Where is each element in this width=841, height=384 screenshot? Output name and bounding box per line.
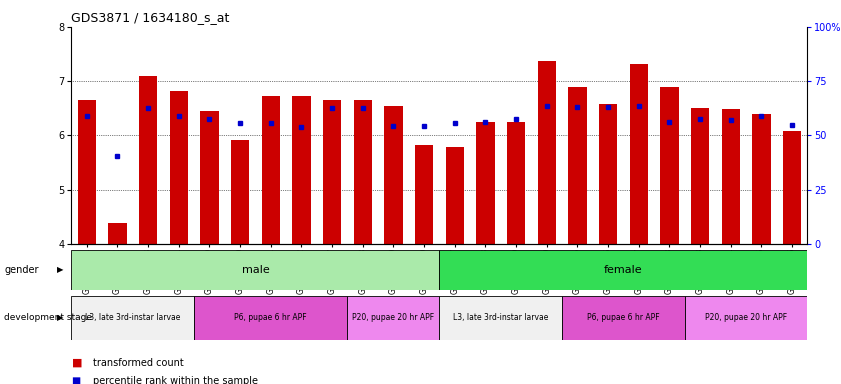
Bar	[71, 296, 194, 340]
Bar	[415, 145, 433, 244]
Bar	[323, 100, 341, 244]
Bar	[108, 223, 127, 244]
Bar	[292, 96, 310, 244]
Bar	[170, 91, 188, 244]
Text: P6, pupae 6 hr APF: P6, pupae 6 hr APF	[587, 313, 659, 322]
Text: GDS3871 / 1634180_s_at: GDS3871 / 1634180_s_at	[71, 11, 230, 24]
Bar	[194, 296, 347, 340]
Text: ▶: ▶	[57, 313, 64, 322]
Text: ▶: ▶	[57, 265, 64, 274]
Text: L3, late 3rd-instar larvae: L3, late 3rd-instar larvae	[85, 313, 181, 322]
Bar	[537, 61, 556, 244]
Bar	[384, 106, 403, 244]
Text: development stage: development stage	[4, 313, 93, 322]
Bar	[262, 96, 280, 244]
Bar	[690, 108, 709, 244]
Bar	[439, 250, 807, 290]
Bar	[507, 122, 526, 244]
Bar	[685, 296, 807, 340]
Text: ■: ■	[71, 376, 81, 384]
Text: L3, late 3rd-instar larvae: L3, late 3rd-instar larvae	[453, 313, 548, 322]
Bar	[722, 109, 740, 244]
Bar	[200, 111, 219, 244]
Text: P6, pupae 6 hr APF: P6, pupae 6 hr APF	[235, 313, 307, 322]
Bar	[476, 122, 495, 244]
Bar	[783, 131, 801, 244]
Bar	[599, 104, 617, 244]
Bar	[77, 100, 96, 244]
Bar	[660, 86, 679, 244]
Text: male: male	[241, 265, 269, 275]
Text: ■: ■	[71, 358, 82, 368]
Text: percentile rank within the sample: percentile rank within the sample	[93, 376, 257, 384]
Bar	[139, 76, 157, 244]
Text: transformed count: transformed count	[93, 358, 183, 368]
Bar	[71, 250, 439, 290]
Bar	[347, 296, 439, 340]
Bar	[562, 296, 685, 340]
Text: gender: gender	[4, 265, 39, 275]
Bar	[231, 140, 249, 244]
Bar	[353, 100, 372, 244]
Text: P20, pupae 20 hr APF: P20, pupae 20 hr APF	[352, 313, 435, 322]
Text: P20, pupae 20 hr APF: P20, pupae 20 hr APF	[705, 313, 787, 322]
Bar	[446, 147, 464, 244]
Bar	[569, 86, 586, 244]
Bar	[630, 64, 648, 244]
Bar	[439, 296, 562, 340]
Bar	[752, 114, 770, 244]
Text: female: female	[604, 265, 643, 275]
